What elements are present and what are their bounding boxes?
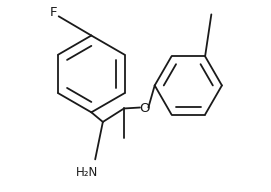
Text: F: F (50, 6, 58, 19)
Text: O: O (139, 102, 149, 115)
Text: H₂N: H₂N (75, 166, 98, 179)
